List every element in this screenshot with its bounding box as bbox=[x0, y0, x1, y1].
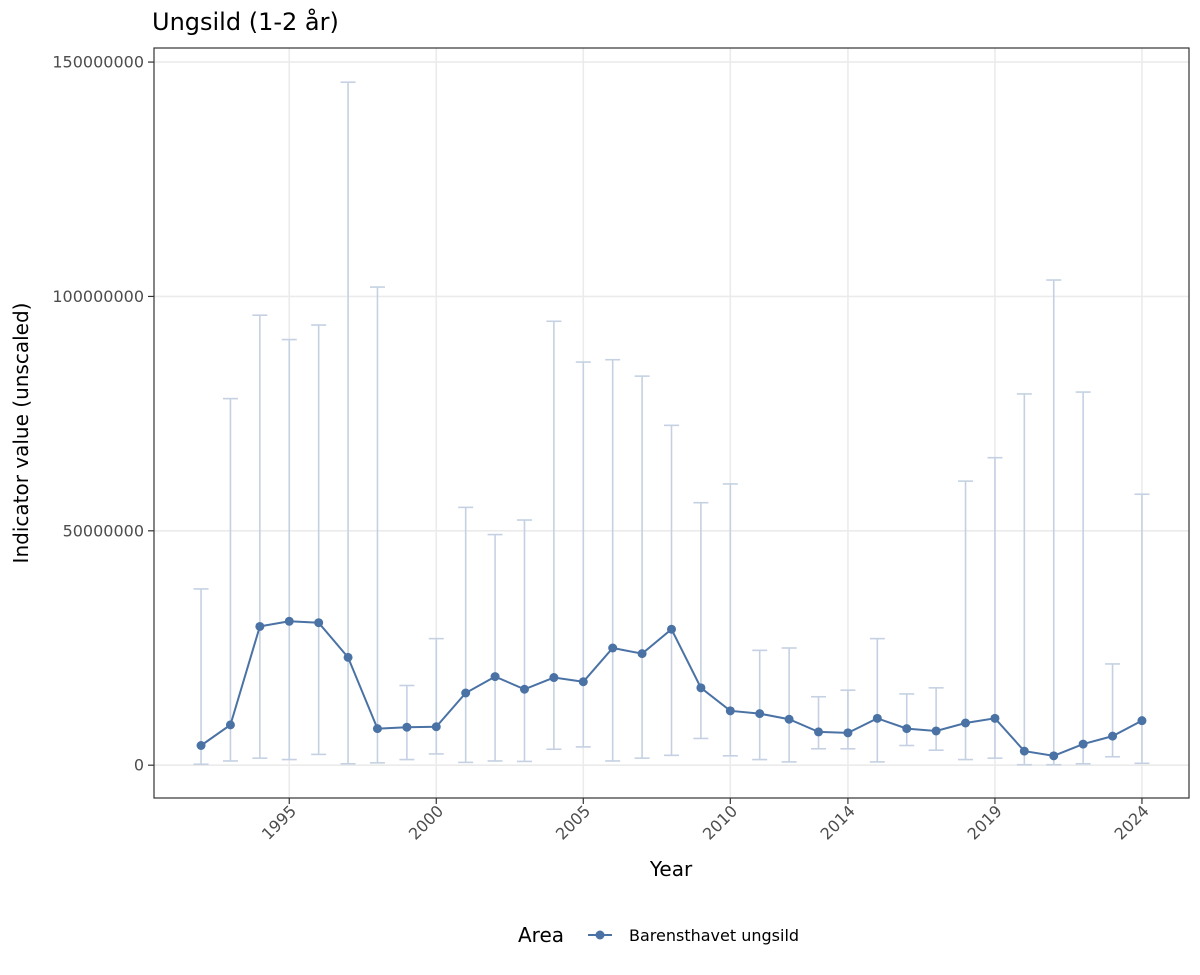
error-bar bbox=[634, 375, 650, 759]
y-tick-label: 0 bbox=[134, 756, 144, 775]
error-bar bbox=[340, 81, 356, 765]
legend-dot-key bbox=[595, 930, 605, 940]
error-bar bbox=[369, 286, 385, 764]
data-point bbox=[196, 741, 206, 750]
error-bar bbox=[958, 480, 974, 761]
error-bar bbox=[281, 338, 297, 761]
data-point bbox=[961, 718, 971, 728]
x-axis-title: Year bbox=[649, 857, 693, 881]
x-tick-label: 2010 bbox=[699, 801, 741, 843]
data-point bbox=[343, 652, 353, 662]
error-bar bbox=[1046, 279, 1062, 766]
error-bar bbox=[693, 501, 709, 740]
x-tick-label: 2014 bbox=[817, 801, 859, 843]
data-point bbox=[667, 624, 676, 634]
y-tick-label: 150000000 bbox=[52, 53, 144, 72]
data-points bbox=[196, 616, 1147, 761]
data-point bbox=[608, 643, 618, 653]
error-bar bbox=[222, 397, 238, 762]
data-point bbox=[725, 706, 735, 716]
data-point bbox=[255, 621, 265, 631]
data-point bbox=[461, 688, 471, 698]
data-point bbox=[431, 722, 441, 732]
error-bar bbox=[575, 361, 591, 748]
error-bar bbox=[605, 358, 621, 762]
y-tick-label: 50000000 bbox=[63, 521, 144, 540]
data-point bbox=[696, 683, 706, 693]
data-point bbox=[372, 724, 382, 734]
data-point bbox=[902, 724, 912, 734]
data-point bbox=[549, 673, 559, 683]
data-point bbox=[1108, 731, 1118, 741]
error-bar bbox=[546, 320, 562, 751]
legend: Area Barensthavet ungsild bbox=[518, 923, 799, 947]
data-point bbox=[637, 649, 647, 659]
data-point bbox=[931, 726, 941, 736]
data-point bbox=[872, 713, 882, 723]
x-tick-label: 2019 bbox=[964, 801, 1006, 843]
error-bar bbox=[1105, 663, 1121, 758]
data-point bbox=[490, 672, 500, 682]
error-bar bbox=[664, 424, 679, 757]
data-point bbox=[990, 713, 1000, 723]
error-bar bbox=[487, 533, 503, 762]
error-bar bbox=[840, 689, 856, 750]
data-point bbox=[314, 618, 324, 628]
x-tick-label: 2024 bbox=[1111, 801, 1153, 843]
error-bar bbox=[428, 637, 444, 755]
error-bar bbox=[928, 687, 944, 751]
x-axis: 1995 2000 2005 2010 2014 2019 2024 bbox=[258, 798, 1153, 844]
error-bar bbox=[252, 314, 268, 759]
x-tick-label: 1995 bbox=[258, 801, 300, 843]
error-bars bbox=[193, 81, 1150, 766]
data-point bbox=[1049, 751, 1059, 761]
error-bar bbox=[869, 637, 885, 763]
data-point bbox=[1019, 746, 1029, 756]
data-point bbox=[578, 677, 588, 687]
panel-border bbox=[153, 47, 1190, 799]
data-point bbox=[284, 616, 294, 626]
error-bar bbox=[781, 647, 797, 763]
error-bar bbox=[193, 588, 209, 766]
error-bar bbox=[516, 519, 532, 763]
data-point bbox=[1137, 716, 1147, 726]
error-bar bbox=[987, 456, 1003, 759]
data-point bbox=[784, 714, 794, 724]
error-bar bbox=[811, 695, 827, 750]
legend-label: Barensthavet ungsild bbox=[629, 926, 799, 945]
data-point bbox=[755, 709, 765, 719]
y-tick-label: 100000000 bbox=[52, 287, 144, 306]
error-bar bbox=[752, 649, 768, 761]
error-bar bbox=[311, 324, 327, 756]
y-axis-title: Indicator value (unscaled) bbox=[9, 303, 33, 564]
y-axis: 0 50000000 100000000 150000000 bbox=[52, 53, 154, 775]
data-point bbox=[519, 684, 529, 694]
error-bar bbox=[458, 506, 474, 764]
x-tick-label: 2000 bbox=[405, 801, 447, 843]
error-bar bbox=[899, 693, 915, 747]
error-bar bbox=[399, 684, 415, 761]
legend-title: Area bbox=[518, 923, 564, 947]
x-tick-label: 2005 bbox=[552, 801, 594, 843]
data-point bbox=[814, 727, 824, 737]
error-bar bbox=[1075, 391, 1091, 765]
error-bar bbox=[1016, 393, 1032, 766]
data-point bbox=[843, 728, 853, 738]
chart-title: Ungsild (1-2 år) bbox=[152, 7, 339, 36]
data-point bbox=[402, 722, 412, 732]
data-point bbox=[225, 720, 235, 730]
data-point bbox=[1078, 739, 1088, 749]
